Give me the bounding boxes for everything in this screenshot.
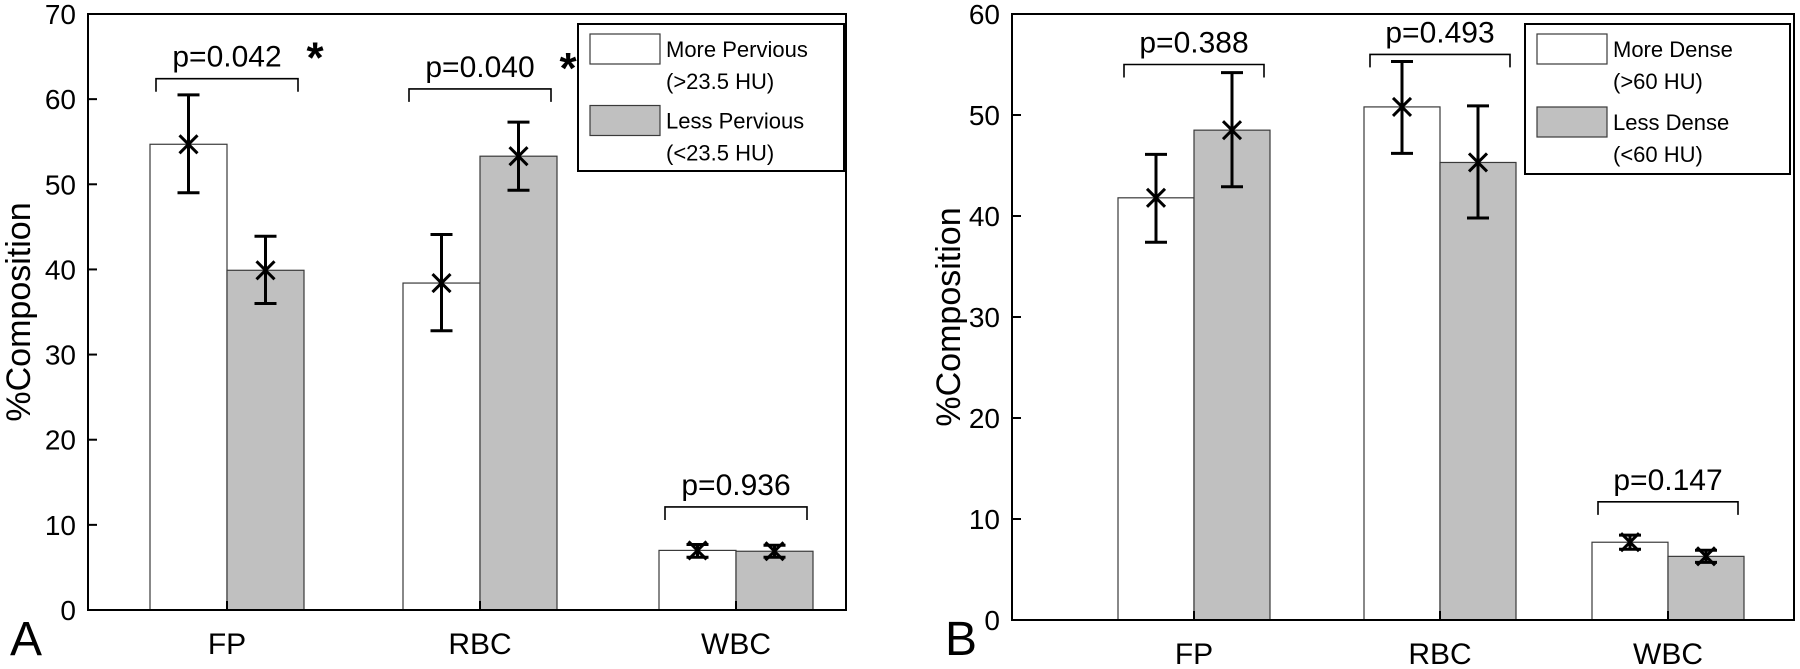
panel-letter: A: [10, 613, 42, 666]
error-bar-wbc-series-2: [763, 541, 786, 562]
panel-letter: B: [945, 613, 977, 666]
legend-sublabel-series-2: (<23.5 HU): [666, 141, 774, 166]
bar-rbc-series-2: [479, 155, 558, 611]
bar-rbc-series-2: [1439, 161, 1517, 621]
y-tick-label: 20: [45, 425, 76, 456]
legend-label-series-2: Less Pervious: [666, 109, 804, 134]
legend-swatch-series-2: [1536, 106, 1608, 138]
p-value-label: p=0.388: [1139, 27, 1248, 60]
bar-fp-series-2: [226, 269, 305, 611]
error-bar-fp-series-1: [177, 93, 200, 195]
x-tick-label-rbc: RBC: [448, 628, 511, 661]
legend-swatch-series-1: [589, 33, 661, 65]
y-tick-label: 30: [969, 302, 1000, 333]
significance-wbc: p=0.147: [1597, 464, 1739, 515]
significance-star: *: [306, 34, 324, 83]
error-bar-wbc-series-1: [1619, 532, 1641, 553]
bar-fp-series-1: [1117, 197, 1195, 621]
mean-marker: [178, 134, 199, 155]
mean-marker: [255, 260, 276, 281]
error-bar-wbc-series-2: [1695, 546, 1717, 567]
significance-rbc: p=0.493: [1369, 16, 1511, 68]
significance-fp: p=0.388: [1123, 27, 1265, 78]
mean-marker: [764, 541, 785, 562]
error-bar-fp-series-2: [254, 234, 277, 305]
legend-swatch-series-1: [1536, 33, 1608, 65]
bracket: [408, 88, 552, 102]
significance-wbc: p=0.936: [664, 469, 808, 520]
y-tick-label: 40: [45, 254, 76, 285]
mean-marker: [687, 540, 708, 561]
bar-rbc-series-1: [402, 282, 481, 611]
p-value-label: p=0.042: [172, 41, 281, 74]
panel-b: 0 10 20 30 40 50 60 FP RBC WBC %Composition p=0.388…: [930, 0, 1795, 669]
p-value-label: p=0.493: [1385, 16, 1494, 49]
y-tick-label: 50: [45, 169, 76, 200]
mean-marker: [1619, 532, 1641, 553]
bracket: [155, 77, 299, 92]
bar-wbc-series-1: [1591, 541, 1669, 621]
y-axis-label: %Composition: [930, 207, 968, 426]
plot-frame: [87, 13, 847, 611]
bracket: [664, 506, 808, 520]
y-tick-label: 50: [969, 100, 1000, 131]
x-tick-label-fp: FP: [1175, 638, 1213, 669]
p-value-label: p=0.936: [681, 469, 790, 502]
bracket: [1597, 501, 1739, 515]
error-bar-rbc-series-1: [430, 233, 453, 333]
bar-wbc-series-1: [658, 549, 737, 611]
y-tick-label: 20: [969, 403, 1000, 434]
legend-label-series-1: More Pervious: [666, 37, 808, 62]
y-tick-label: 30: [45, 340, 76, 371]
error-bar-fp-series-2: [1221, 71, 1243, 189]
error-bar-fp-series-1: [1145, 152, 1167, 244]
mean-marker: [1221, 120, 1243, 141]
legend-sublabel-series-1: (>60 HU): [1613, 69, 1703, 94]
bar-fp-series-1: [149, 143, 228, 611]
y-tick-label: 60: [45, 84, 76, 115]
y-tick-label: 0: [60, 595, 76, 626]
mean-marker: [508, 146, 529, 167]
y-tick-label: 40: [969, 201, 1000, 232]
bar-wbc-series-2: [735, 550, 814, 611]
legend-sublabel-series-2: (<60 HU): [1613, 142, 1703, 167]
mean-marker: [1695, 546, 1717, 567]
bar-wbc-series-2: [1667, 555, 1745, 621]
x-tick-label-rbc: RBC: [1408, 638, 1471, 669]
y-tick-label: 10: [45, 510, 76, 541]
error-bar-rbc-series-2: [1467, 104, 1489, 220]
bar-rbc-series-1: [1363, 106, 1441, 621]
bar-fp-series-2: [1193, 129, 1271, 621]
significance-star: *: [559, 44, 577, 93]
legend: More Dense (>60 HU) Less Dense (<60 HU): [1524, 23, 1791, 175]
y-tick-label: 10: [969, 504, 1000, 535]
error-bar-rbc-series-2: [507, 120, 530, 192]
x-tick-label-wbc: WBC: [1633, 638, 1703, 669]
mean-marker: [431, 272, 452, 294]
error-bar-wbc-series-1: [686, 540, 709, 561]
legend-label-series-2: Less Dense: [1613, 110, 1729, 135]
bracket: [1369, 53, 1511, 68]
bracket: [1123, 63, 1265, 78]
y-tick-label: 0: [984, 605, 1000, 636]
significance-fp: p=0.042 *: [155, 34, 324, 92]
y-axis-label: %Composition: [0, 202, 38, 421]
x-tick-label-wbc: WBC: [701, 628, 771, 661]
mean-marker: [1467, 152, 1489, 173]
p-value-label: p=0.147: [1613, 464, 1722, 497]
mean-marker: [1391, 96, 1413, 117]
legend: More Pervious (>23.5 HU) Less Pervious (<23…: [577, 23, 845, 172]
legend-label-series-1: More Dense: [1613, 37, 1733, 62]
error-bar-rbc-series-1: [1391, 59, 1413, 155]
y-tick-label: 60: [969, 0, 1000, 30]
significance-rbc: p=0.040 *: [408, 44, 577, 102]
legend-swatch-series-2: [589, 104, 661, 137]
y-tick-label: 70: [45, 0, 76, 30]
panel-a: 0 10 20 30 40 50 60 70 FP RBC WBC %Composition p=0.0…: [0, 0, 847, 666]
legend-sublabel-series-1: (>23.5 HU): [666, 69, 774, 94]
mean-marker: [1145, 187, 1167, 208]
x-tick-label-fp: FP: [208, 628, 246, 661]
p-value-label: p=0.040: [425, 51, 534, 84]
